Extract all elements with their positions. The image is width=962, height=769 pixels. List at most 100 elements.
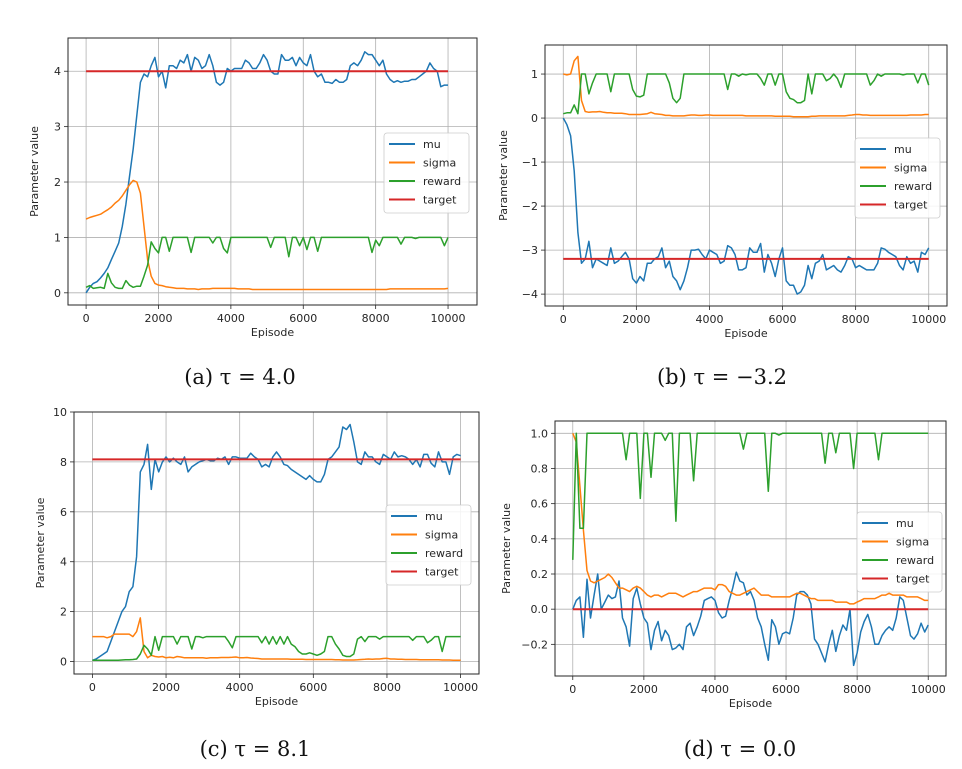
- y-tick-label: 8: [60, 456, 67, 469]
- x-tick-label: 0: [569, 683, 576, 696]
- y-tick-label: −4: [522, 288, 538, 301]
- x-tick-label: 4000: [217, 312, 245, 325]
- y-tick-label: 1: [531, 68, 538, 81]
- legend-label-reward: reward: [423, 175, 461, 188]
- axes-frame: [67, 37, 478, 306]
- y-tick-label: −0.2: [521, 638, 548, 651]
- x-tick-label: 4000: [701, 683, 729, 696]
- y-tick-label: 2: [60, 606, 67, 619]
- subplot-caption: (b) τ = −3.2: [657, 365, 787, 389]
- x-tick-label: 4000: [695, 313, 723, 326]
- legend-label-mu: mu: [896, 517, 914, 530]
- legend-box: [383, 132, 470, 214]
- y-tick-label: 6: [60, 506, 67, 519]
- y-tick-label: 0.0: [531, 603, 549, 616]
- y-tick-label: 0: [531, 112, 538, 125]
- subplot-caption: (c) τ = 8.1: [200, 737, 311, 761]
- legend: mu sigma reward target: [383, 132, 470, 214]
- x-tick-label: 2000: [152, 681, 180, 694]
- x-tick-label: 4000: [226, 681, 254, 694]
- axes-frame: [73, 411, 480, 675]
- y-tick-label: 3: [54, 121, 61, 134]
- legend: mu sigma reward target: [385, 504, 472, 586]
- legend-label-target: target: [423, 194, 457, 207]
- series-line-mu: [562, 117, 930, 295]
- y-tick-label: 4: [60, 556, 67, 569]
- x-tick-label: 6000: [772, 683, 800, 696]
- legend-label-sigma: sigma: [425, 529, 458, 542]
- series-line-sigma: [85, 179, 449, 291]
- series-line-sigma: [92, 617, 461, 662]
- x-axis-label: Episode: [251, 326, 294, 339]
- x-axis-label: Episode: [729, 697, 772, 710]
- x-tick-label: 2000: [630, 683, 658, 696]
- y-tick-label: 0: [54, 287, 61, 300]
- series-line-reward: [572, 432, 929, 560]
- subplot-caption: (d) τ = 0.0: [684, 737, 796, 761]
- series-line-mu: [572, 571, 929, 667]
- x-tick-label: 0: [560, 313, 567, 326]
- y-tick-label: 0.6: [531, 498, 549, 511]
- y-axis-label: Parameter value: [500, 503, 513, 594]
- legend: mu sigma reward target: [856, 511, 943, 593]
- legend-box: [856, 511, 943, 593]
- x-tick-label: 8000: [843, 683, 871, 696]
- subplot-caption: (a) τ = 4.0: [184, 365, 296, 389]
- legend-label-reward: reward: [896, 554, 934, 567]
- series-line-mu: [85, 51, 448, 294]
- x-axis-label: Episode: [255, 695, 298, 708]
- y-tick-label: 0.2: [531, 568, 549, 581]
- x-axis-label: Episode: [724, 327, 767, 340]
- x-tick-label: 8000: [373, 681, 401, 694]
- legend-label-reward: reward: [894, 180, 932, 193]
- y-tick-label: −1: [522, 156, 538, 169]
- x-tick-label: 10000: [431, 312, 466, 325]
- y-axis-label: Parameter value: [34, 497, 47, 588]
- y-tick-label: 10: [53, 406, 67, 419]
- y-axis-label: Parameter value: [497, 130, 510, 221]
- series-line-reward: [563, 73, 930, 115]
- x-tick-label: 2000: [144, 312, 172, 325]
- subplot-a: 0 2000 4000 6000 8000 10000 0 1 2 3 4 Episode Parame…: [28, 37, 478, 389]
- y-tick-label: −3: [522, 244, 538, 257]
- y-tick-label: −2: [522, 200, 538, 213]
- y-tick-label: 0: [60, 656, 67, 669]
- series-line-sigma: [563, 55, 929, 118]
- legend-label-target: target: [894, 199, 928, 212]
- legend-box: [854, 137, 941, 219]
- x-tick-label: 0: [83, 312, 90, 325]
- x-tick-label: 8000: [362, 312, 390, 325]
- y-tick-label: 1: [54, 231, 61, 244]
- y-tick-label: 4: [54, 65, 61, 78]
- x-tick-label: 6000: [769, 313, 797, 326]
- legend-box: [385, 504, 472, 586]
- legend-label-sigma: sigma: [423, 157, 456, 170]
- y-axis-label: Parameter value: [28, 126, 41, 217]
- x-tick-label: 8000: [842, 313, 870, 326]
- x-tick-label: 6000: [299, 681, 327, 694]
- x-tick-label: 10000: [911, 313, 946, 326]
- legend-label-mu: mu: [423, 138, 441, 151]
- x-tick-label: 10000: [443, 681, 478, 694]
- subplot-c: 0 2000 4000 6000 8000 10000 0 2 4 6 8 10 Episode Para…: [34, 406, 480, 761]
- legend-label-mu: mu: [425, 510, 443, 523]
- axes-frame: [544, 44, 948, 307]
- y-tick-label: 2: [54, 176, 61, 189]
- y-tick-label: 1.0: [531, 427, 549, 440]
- legend: mu sigma reward target: [854, 137, 941, 219]
- series-line-sigma: [572, 433, 929, 605]
- x-tick-label: 2000: [622, 313, 650, 326]
- legend-label-reward: reward: [425, 547, 463, 560]
- series-line-mu: [92, 423, 461, 662]
- axes-frame: [554, 420, 947, 677]
- legend-label-sigma: sigma: [894, 162, 927, 175]
- y-tick-label: 0.4: [531, 533, 549, 546]
- subplot-b: 0 2000 4000 6000 8000 10000 −4 −3 −2 −1 0 1 Episode P…: [497, 44, 948, 389]
- legend-label-sigma: sigma: [896, 536, 929, 549]
- legend-label-target: target: [425, 566, 459, 579]
- legend-label-target: target: [896, 573, 930, 586]
- series-line-reward: [92, 635, 461, 662]
- x-tick-label: 6000: [289, 312, 317, 325]
- x-tick-label: 0: [89, 681, 96, 694]
